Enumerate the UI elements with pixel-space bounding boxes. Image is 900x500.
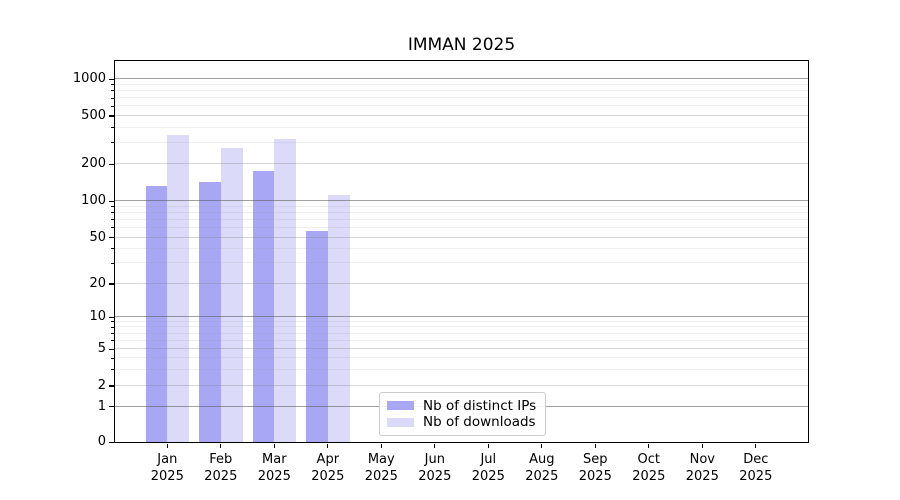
x-tick-mark-oct <box>648 443 650 448</box>
x-tick-label-nov: Nov 2025 <box>685 452 719 484</box>
x-tick-mark-dec <box>755 443 757 448</box>
legend-label-downloads: Nb of downloads <box>423 414 536 431</box>
x-tick-mark-may <box>380 443 382 448</box>
x-tick-mark-apr <box>327 443 329 448</box>
y-tick-label-20: 20 <box>89 275 106 291</box>
x-tick-mark-mar <box>273 443 275 448</box>
gridline-700 <box>115 97 808 99</box>
x-tick-label-dec: Dec 2025 <box>739 452 773 484</box>
y-tick-label-50: 50 <box>89 229 106 245</box>
bar-downloads-jan <box>167 134 190 442</box>
legend-item-downloads: Nb of downloads <box>387 414 538 430</box>
gridline-800 <box>115 90 808 91</box>
x-tick-mark-nov <box>701 443 703 448</box>
x-tick-label-oct: Oct 2025 <box>632 452 666 484</box>
x-tick-label-aug: Aug 2025 <box>525 452 559 484</box>
x-tick-label-mar: Mar 2025 <box>257 452 291 484</box>
x-tick-mark-sep <box>594 443 596 448</box>
legend-swatch-distinct-ips <box>387 400 414 411</box>
gridline-600 <box>115 105 808 107</box>
y-tick-label-5: 5 <box>97 341 106 357</box>
y-tick-label-200: 200 <box>81 156 106 172</box>
gridline-1000 <box>115 78 808 80</box>
gridline-200 <box>115 163 808 165</box>
legend-label-distinct-ips: Nb of distinct IPs <box>423 397 537 414</box>
x-tick-label-may: May 2025 <box>364 452 398 484</box>
bar-distinct-ips-jan <box>145 186 168 442</box>
x-tick-label-sep: Sep 2025 <box>578 452 612 484</box>
y-tick-label-100: 100 <box>81 193 106 209</box>
plot-area <box>114 60 809 443</box>
legend-item-distinct-ips: Nb of distinct IPs <box>387 398 538 414</box>
y-tick-label-0: 0 <box>97 434 106 449</box>
x-tick-mark-jan <box>166 443 168 448</box>
x-tick-mark-jun <box>434 443 436 448</box>
x-tick-mark-jul <box>487 443 489 448</box>
y-tick-label-1: 1 <box>97 398 106 414</box>
gridline-500 <box>115 114 808 116</box>
gridline-900 <box>115 83 808 85</box>
y-tick-label-1000: 1000 <box>72 71 106 87</box>
y-tick-label-500: 500 <box>81 107 106 123</box>
y-tick-label-2: 2 <box>97 377 106 393</box>
gridline-300 <box>115 141 808 143</box>
chart-title: IMMAN 2025 <box>407 35 516 55</box>
legend-swatch-downloads <box>387 417 414 428</box>
x-tick-label-jan: Jan 2025 <box>150 452 184 484</box>
x-tick-label-apr: Apr 2025 <box>311 452 345 484</box>
x-tick-mark-aug <box>541 443 543 448</box>
legend: Nb of distinct IPs Nb of downloads <box>379 392 546 436</box>
x-tick-label-feb: Feb 2025 <box>204 452 238 484</box>
bar-downloads-apr <box>327 195 350 442</box>
bar-distinct-ips-mar <box>252 171 275 442</box>
x-tick-mark-feb <box>220 443 222 448</box>
y-tick-label-10: 10 <box>89 309 106 325</box>
x-tick-label-jul: Jul 2025 <box>471 452 505 484</box>
bar-distinct-ips-apr <box>306 230 328 442</box>
bar-downloads-feb <box>220 148 243 442</box>
bar-downloads-mar <box>274 139 297 442</box>
bar-distinct-ips-feb <box>199 182 221 442</box>
x-tick-label-jun: Jun 2025 <box>418 452 452 484</box>
gridline-400 <box>115 126 808 128</box>
